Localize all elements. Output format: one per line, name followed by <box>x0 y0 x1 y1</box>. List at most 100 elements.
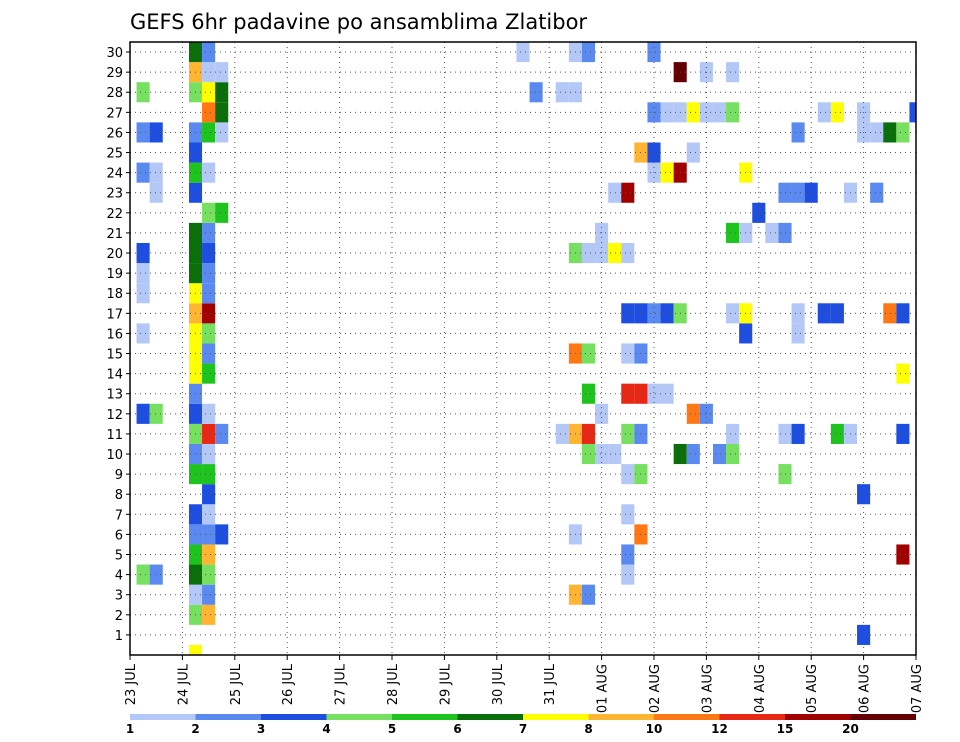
precip-cell <box>883 303 897 324</box>
precip-cell <box>215 122 229 143</box>
precip-cell <box>581 343 596 364</box>
precip-cell <box>202 42 216 63</box>
y-tick-label: 16 <box>106 327 123 342</box>
y-tick-label: 4 <box>115 569 123 584</box>
colorbar-label: 1 <box>126 722 134 736</box>
y-tick-label: 20 <box>106 247 123 262</box>
precip-cell <box>529 82 543 103</box>
precip-cell <box>686 102 700 123</box>
precip-cell <box>647 303 661 324</box>
precip-cell <box>699 403 713 424</box>
precip-cell <box>202 464 216 485</box>
precip-cell <box>188 644 203 655</box>
precip-cell <box>581 443 596 465</box>
precip-cell <box>817 303 831 324</box>
y-tick-label: 1 <box>115 629 123 644</box>
precip-cell <box>621 182 635 203</box>
precip-cell <box>149 403 163 424</box>
precip-cell <box>555 82 569 103</box>
y-tick-label: 26 <box>106 126 123 141</box>
precip-cell <box>726 102 740 123</box>
precip-cell <box>621 343 635 364</box>
y-tick-label: 8 <box>115 488 123 503</box>
x-tick-label: 24 JUL <box>176 663 191 705</box>
precip-cell <box>857 484 871 505</box>
y-tick-label: 18 <box>106 287 123 302</box>
precip-cell <box>136 403 150 424</box>
x-tick-label: 27 JUL <box>334 663 349 705</box>
colorbar-label: 6 <box>453 722 461 736</box>
precip-cell <box>896 423 910 444</box>
precip-cell <box>202 343 216 364</box>
precip-cell <box>608 242 622 264</box>
precip-cell <box>608 182 622 203</box>
precip-cell <box>202 564 216 585</box>
y-tick-label: 6 <box>115 528 123 543</box>
y-tick-label: 5 <box>115 549 123 564</box>
x-tick-label: 23 JUL <box>124 663 139 705</box>
precip-cell <box>726 423 740 444</box>
precip-cell <box>608 443 622 465</box>
precip-cell <box>136 82 150 103</box>
colorbar-swatch <box>326 714 392 720</box>
x-tick-label: 06 AUG <box>858 664 873 713</box>
precip-cell <box>215 202 229 223</box>
colorbar-label: 10 <box>646 722 663 736</box>
precip-cell <box>660 162 674 183</box>
precip-cell <box>621 544 635 565</box>
y-axis: 1234567891011121314151617181920212223242… <box>106 46 130 644</box>
precip-cell <box>791 303 805 324</box>
precip-cell <box>202 102 216 123</box>
colorbar-label: 2 <box>191 722 199 736</box>
precip-cell <box>830 423 844 444</box>
colorbar-label: 3 <box>257 722 265 736</box>
precip-cell <box>581 383 596 404</box>
precip-cell <box>621 303 635 324</box>
y-tick-label: 23 <box>106 187 123 202</box>
precip-cell <box>202 584 216 605</box>
y-tick-label: 3 <box>115 589 123 604</box>
y-tick-label: 17 <box>106 307 123 322</box>
colorbar-label: 7 <box>519 722 527 736</box>
x-tick-label: 31 JUL <box>543 663 558 705</box>
precip-cell <box>202 504 216 525</box>
precip-cell <box>202 303 216 324</box>
colorbar-swatch <box>719 714 785 720</box>
precip-cell <box>595 403 609 424</box>
precip-cell <box>896 303 910 324</box>
y-tick-label: 10 <box>106 448 123 463</box>
y-tick-label: 7 <box>115 508 123 523</box>
colorbar-swatch <box>130 714 196 720</box>
colorbar-swatch <box>588 714 654 720</box>
chart-title: GEFS 6hr padavine po ansamblima Zlatibor <box>130 10 587 34</box>
y-tick-label: 9 <box>115 468 123 483</box>
precip-cell <box>621 383 635 404</box>
colorbar-label: 20 <box>842 722 859 736</box>
y-tick-label: 30 <box>106 46 123 61</box>
precip-cell <box>621 504 635 525</box>
precip-cell <box>149 162 163 183</box>
precip-cell <box>726 303 740 324</box>
precip-cell <box>516 42 530 63</box>
y-tick-label: 21 <box>106 227 123 242</box>
x-tick-label: 02 AUG <box>648 664 663 713</box>
colorbar-swatch <box>195 714 261 720</box>
x-tick-label: 01 AUG <box>596 664 611 713</box>
colorbar-swatch <box>523 714 589 720</box>
precip-cell <box>909 102 916 123</box>
colorbar-swatch <box>850 714 916 720</box>
y-tick-label: 12 <box>106 408 123 423</box>
precip-cell <box>870 182 884 203</box>
colorbar-label: 12 <box>711 722 728 736</box>
y-tick-label: 11 <box>106 428 123 443</box>
precip-cell <box>595 443 609 465</box>
precip-cells <box>136 42 916 655</box>
colorbar-swatch <box>654 714 720 720</box>
x-tick-label: 29 JUL <box>438 663 453 705</box>
precip-cell <box>202 263 216 284</box>
precip-cell <box>136 122 150 143</box>
precip-cell <box>202 62 216 83</box>
precip-cell <box>149 182 163 203</box>
precip-cell <box>621 564 635 585</box>
